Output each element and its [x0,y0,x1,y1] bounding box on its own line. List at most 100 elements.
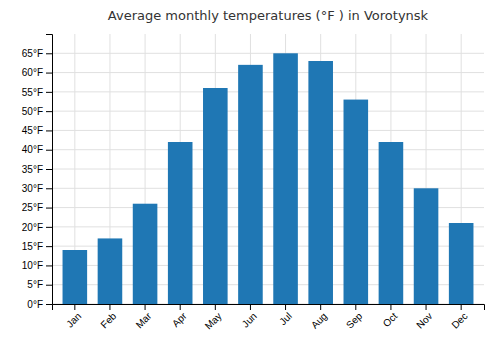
tick: 30°F [22,183,52,194]
axis-line [46,35,53,305]
tick-label: 60°F [22,67,43,78]
tick-label: 10°F [22,260,43,271]
y-axis: 0°F 5°F 10°F 15°F 20°F 25°F 30°F 35°F 40°F 45°F 50… [22,35,53,310]
tick-mark [46,227,52,228]
tick: 45°F [22,125,52,136]
bar [414,188,439,304]
bar [238,65,263,304]
tick: Mar [134,304,154,330]
tick-label: Mar [134,310,154,330]
grid-line [52,130,484,131]
tick-mark [46,208,52,209]
tick: Nov [414,304,434,331]
tick-mark [46,130,52,131]
tick-label: 5°F [27,279,43,290]
tick-label: 0°F [27,299,43,310]
tick-mark [74,304,75,310]
tick: May [203,304,224,332]
tick: Oct [381,304,400,329]
tick: Aug [309,304,329,331]
bars [63,53,474,304]
tick-mark [320,304,321,310]
tick-mark [390,304,391,310]
tick-label: 15°F [22,241,43,252]
tick-mark [46,169,52,170]
tick: Jun [240,304,259,330]
tick-label: 55°F [22,87,43,98]
tick: Dec [449,304,469,331]
tick-label: Feb [98,310,118,330]
grid-line [52,169,484,170]
bar [133,204,158,304]
plot: 0°F 5°F 10°F 15°F 20°F 25°F 30°F 35°F 40°F 45°F 50… [22,34,485,332]
grid-line [52,53,484,54]
tick: 0°F [27,299,52,310]
tick-label: Oct [381,310,400,329]
tick: 35°F [22,164,52,175]
grid [52,34,484,304]
tick-mark [426,304,427,310]
tick-mark [285,304,286,310]
tick: Sep [344,304,365,331]
tick: 40°F [22,144,52,155]
tick-label: 30°F [22,183,43,194]
tick-label: Jul [277,310,294,327]
tick-mark [46,150,52,151]
bar [379,142,404,304]
tick: Apr [170,304,189,329]
tick-mark [46,53,52,54]
tick-mark [355,304,356,310]
grid-line [52,111,484,112]
grid-line [52,149,484,150]
tick-mark [46,304,52,305]
tick-mark [46,188,52,189]
tick-label: Apr [170,310,189,329]
tick-mark [461,304,462,310]
bar [168,142,193,304]
tick-mark [46,246,52,247]
tick: 60°F [22,67,52,78]
tick: 50°F [22,106,52,117]
tick: 5°F [27,279,52,290]
x-axis: Jan Feb Mar Apr May Jun Jul Aug Sep Oct Nov Dec [53,304,485,332]
tick-label: 65°F [22,48,43,59]
tick-label: Jun [240,310,259,329]
bar [273,53,298,304]
tick-label: Sep [344,310,365,331]
tick-label: May [203,310,224,331]
bar [449,223,474,304]
bar [98,238,123,304]
bar [344,100,369,304]
tick: Jul [277,304,294,327]
tick: 15°F [22,241,52,252]
tick: 65°F [22,48,52,59]
tick: 55°F [22,87,52,98]
tick-mark [180,304,181,310]
tick-label: 20°F [22,222,43,233]
tick-label: Jan [64,310,83,329]
tick-label: 50°F [22,106,43,117]
bar [63,250,88,304]
tick-label: 35°F [22,164,43,175]
tick-mark [145,304,146,310]
tick: 20°F [22,222,52,233]
tick: 25°F [22,202,52,213]
title: Average monthly temperatures (°F ) in Vo… [108,8,429,23]
tick: 10°F [22,260,52,271]
tick-mark [46,265,52,266]
tick-mark [46,73,52,74]
tick-mark [46,92,52,93]
tick-label: 40°F [22,144,43,155]
tick: Jan [64,304,83,330]
tick-label: Dec [449,310,469,330]
tick-label: 25°F [22,202,43,213]
tick-mark [250,304,251,310]
tick-label: 45°F [22,125,43,136]
tick-mark [46,285,52,286]
tick-mark [46,111,52,112]
bar [308,61,333,304]
tick-mark [215,304,216,310]
grid-line [52,72,484,73]
tick-label: Nov [414,310,434,330]
chart: 0°F 5°F 10°F 15°F 20°F 25°F 30°F 35°F 40°F 45°F 50… [0,0,500,350]
